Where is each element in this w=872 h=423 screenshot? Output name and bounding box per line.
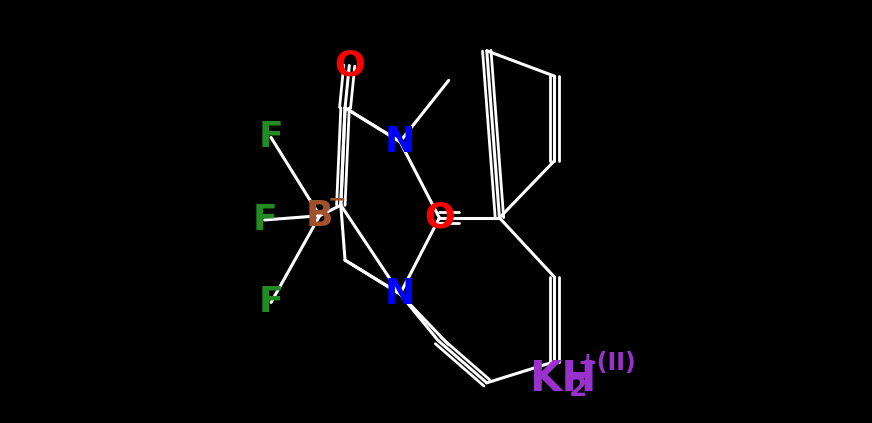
Text: F: F xyxy=(259,286,283,319)
Text: +(II): +(II) xyxy=(578,351,637,374)
Text: O: O xyxy=(424,201,455,235)
Text: N: N xyxy=(385,125,415,159)
Text: F: F xyxy=(252,203,277,237)
Text: N: N xyxy=(385,277,415,311)
Text: KH: KH xyxy=(529,357,596,400)
Text: O: O xyxy=(334,49,364,82)
Text: −: − xyxy=(328,190,347,209)
Text: 2: 2 xyxy=(569,376,588,402)
Text: B: B xyxy=(306,199,333,233)
Text: F: F xyxy=(259,121,283,154)
